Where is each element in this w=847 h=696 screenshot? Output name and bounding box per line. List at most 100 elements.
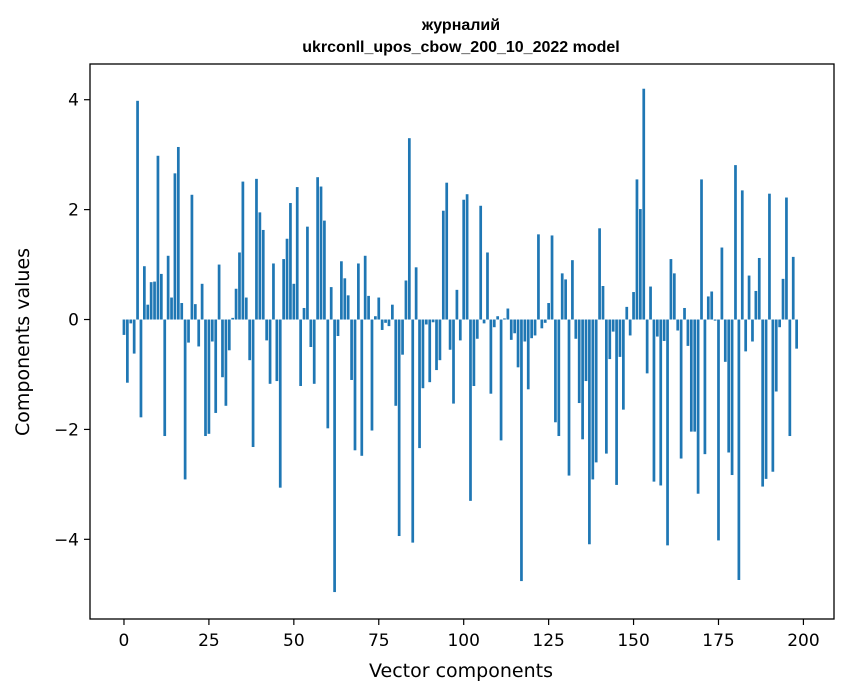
bar-3 — [132, 319, 136, 354]
bar-123 — [540, 319, 544, 329]
bar-154 — [645, 319, 649, 374]
y-tick-label: −2 — [54, 420, 79, 440]
bar-151 — [635, 179, 639, 320]
bar-66 — [346, 295, 350, 320]
bar-44 — [272, 263, 275, 320]
bar-108 — [489, 319, 493, 394]
bar-80 — [394, 319, 398, 406]
bar-136 — [584, 319, 588, 382]
bar-84 — [407, 138, 411, 320]
bar-163 — [676, 319, 680, 331]
bar-177 — [723, 319, 727, 362]
bar-73 — [370, 319, 374, 431]
bar-17 — [180, 303, 184, 320]
x-tick-label: 0 — [119, 631, 130, 651]
chart-title-line2: ukrconll_upos_cbow_200_10_2022 model — [302, 39, 619, 56]
x-tick-label: 50 — [283, 631, 305, 651]
bar-157 — [655, 319, 659, 337]
bar-33 — [234, 288, 238, 320]
bar-104 — [475, 319, 479, 339]
bar-101 — [465, 194, 469, 320]
bar-128 — [557, 319, 561, 437]
bar-114 — [509, 319, 513, 340]
bar-175 — [717, 319, 720, 541]
bar-155 — [649, 286, 652, 320]
bar-160 — [666, 319, 669, 546]
bar-40 — [258, 212, 262, 320]
x-axis-label: Vector components — [369, 660, 553, 682]
bar-14 — [170, 297, 173, 320]
chart-title-line1: журналий — [421, 17, 500, 34]
bar-147 — [622, 319, 625, 410]
bar-76 — [380, 319, 384, 330]
bar-137 — [588, 319, 591, 545]
bar-153 — [642, 88, 646, 320]
bar-52 — [299, 319, 302, 387]
bar-54 — [306, 226, 309, 320]
bar-53 — [302, 307, 306, 320]
bar-7 — [146, 304, 150, 320]
bar-58 — [319, 186, 323, 320]
bar-55 — [309, 319, 313, 347]
bar-83 — [404, 280, 408, 320]
bar-111 — [499, 319, 503, 441]
bar-190 — [768, 193, 771, 320]
bar-143 — [608, 319, 612, 360]
plot-frame — [89, 63, 835, 620]
bar-188 — [761, 319, 765, 487]
y-axis-label: Components values — [12, 248, 34, 436]
bar-102 — [469, 319, 472, 501]
bar-156 — [652, 319, 656, 482]
bar-79 — [391, 304, 394, 320]
bar-168 — [693, 319, 697, 432]
bar-77 — [384, 319, 387, 323]
bar-130 — [564, 279, 567, 320]
bar-118 — [523, 319, 527, 342]
bar-19 — [187, 319, 190, 343]
bar-88 — [421, 319, 425, 389]
bar-37 — [248, 319, 252, 361]
bar-18 — [183, 319, 187, 480]
bar-124 — [543, 319, 547, 323]
bar-85 — [411, 319, 415, 543]
bar-11 — [159, 273, 163, 320]
bar-166 — [686, 319, 690, 346]
bar-63 — [336, 319, 340, 337]
bar-134 — [577, 319, 581, 404]
bar-194 — [781, 278, 785, 320]
bar-15 — [173, 173, 177, 320]
bar-65 — [343, 278, 347, 320]
bar-121 — [533, 319, 537, 336]
bar-186 — [754, 290, 758, 320]
bar-162 — [672, 273, 676, 320]
bar-144 — [611, 319, 615, 332]
bar-180 — [734, 165, 737, 320]
bar-22 — [197, 319, 201, 347]
bar-51 — [295, 187, 299, 320]
bar-140 — [598, 228, 601, 320]
bar-74 — [374, 316, 377, 320]
bar-38 — [251, 319, 255, 448]
y-tick-label: −4 — [54, 530, 79, 550]
bar-96 — [448, 319, 452, 350]
bar-100 — [462, 199, 466, 320]
bar-164 — [679, 319, 683, 459]
bar-145 — [615, 319, 618, 485]
bar-150 — [632, 292, 635, 320]
bar-138 — [591, 319, 595, 480]
bar-131 — [567, 319, 571, 476]
bar-141 — [601, 286, 605, 320]
bar-107 — [486, 252, 489, 320]
bar-27 — [214, 319, 218, 413]
bar-57 — [316, 177, 319, 320]
bar-148 — [625, 306, 629, 320]
bar-89 — [424, 319, 428, 325]
bar-75 — [377, 297, 381, 320]
bar-32 — [231, 317, 235, 320]
bar-142 — [605, 319, 608, 454]
bar-9 — [153, 281, 156, 320]
bar-182 — [740, 190, 744, 320]
bar-193 — [778, 319, 781, 328]
y-tick-label: 0 — [68, 311, 79, 331]
